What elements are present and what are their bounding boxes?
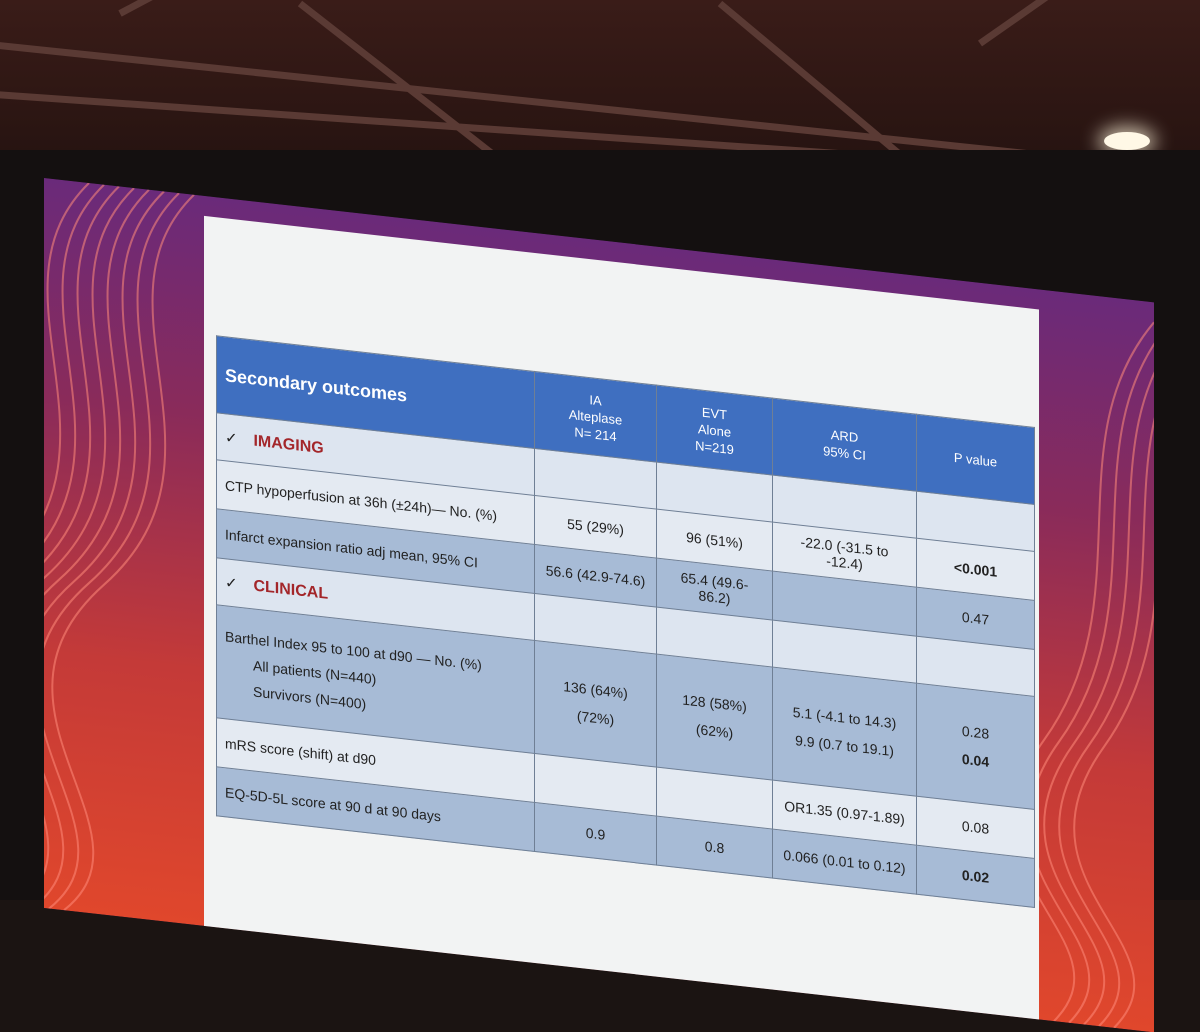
slide-content-panel: Secondary outcomes IA Alteplase N= 214 E… (204, 215, 1039, 1030)
column-header-ia-alteplase: IA Alteplase N= 214 (534, 371, 657, 463)
section-label-clinical: CLINICAL (253, 576, 329, 603)
checkmark-icon: ✓ (225, 573, 238, 593)
secondary-outcomes-table: Secondary outcomes IA Alteplase N= 214 E… (216, 335, 1035, 908)
section-label-imaging: IMAGING (253, 431, 324, 457)
ceiling-light (1104, 132, 1150, 150)
column-header-evt-alone: EVT Alone N=219 (656, 385, 773, 476)
presentation-slide: Secondary outcomes IA Alteplase N= 214 E… (44, 178, 1154, 1032)
column-header-p-value: P value (916, 414, 1035, 505)
checkmark-icon: ✓ (225, 428, 238, 448)
